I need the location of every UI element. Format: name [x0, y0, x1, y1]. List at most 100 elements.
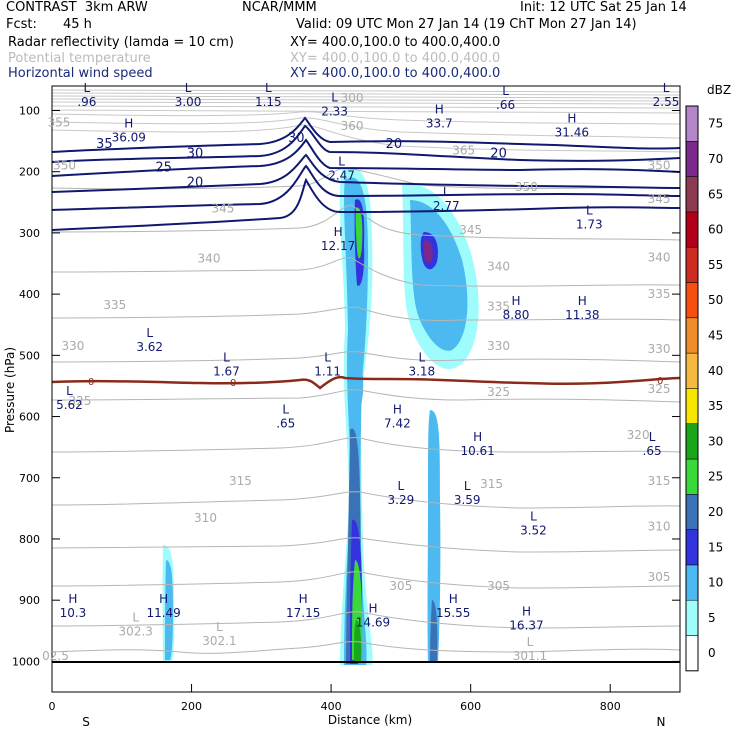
- high-low-marker: H: [435, 103, 444, 117]
- colorbar-swatch: [685, 423, 699, 460]
- theta-label: 315: [648, 474, 671, 488]
- theta-label: 300: [341, 91, 364, 105]
- wind-labels: 35 30 25 20 30 20 20: [96, 131, 507, 191]
- colorbar-label: 25: [708, 470, 723, 484]
- field-xy-wind: XY= 400.0,100.0 to 400.0,400.0: [290, 66, 501, 81]
- colorbar-swatch: [685, 388, 699, 424]
- wind-contour-label: 30: [288, 131, 305, 146]
- x-tick-label: 600: [460, 700, 481, 713]
- theta-label: 330: [648, 342, 671, 356]
- high-low-value: 5.62: [56, 398, 83, 412]
- high-low-value: 1.73: [576, 218, 603, 232]
- high-low-value: 2.47: [328, 169, 355, 183]
- theta-label: 340: [648, 250, 671, 264]
- wind-contour-label: 25: [155, 160, 172, 175]
- high-low-value: 1.67: [213, 364, 240, 378]
- colorbar-swatch: [685, 635, 699, 672]
- wind-contour-label: 30: [187, 146, 204, 161]
- wind-speed-contours: [52, 116, 680, 231]
- high-low-value: 11.49: [146, 606, 180, 620]
- high-low-value: 36.09: [112, 131, 146, 145]
- colorbar-swatch: [685, 529, 699, 566]
- colorbar-swatch: [685, 458, 699, 495]
- high-low-marker: L: [502, 84, 509, 98]
- theta-label: 325: [487, 385, 510, 399]
- axes: 0 200 400 600 800100200300400500600700800900…: [12, 104, 680, 713]
- high-low-marker: H: [334, 225, 343, 239]
- high-low-value: 1.15: [255, 95, 282, 109]
- theta-label: 365: [452, 143, 475, 157]
- x-tick-label: 0: [49, 700, 56, 713]
- theta-label: 335: [487, 299, 510, 313]
- theta-label: 350: [648, 159, 671, 173]
- high-low-marker: L: [663, 81, 670, 95]
- high-low-marker: H: [368, 601, 377, 615]
- theta-label: 315: [229, 474, 252, 488]
- theta-label: 345: [648, 192, 671, 206]
- theta-label: 305: [487, 579, 510, 593]
- theta-label: 310: [194, 511, 217, 525]
- theta-label: 350: [515, 180, 538, 194]
- field-xy-theta: XY= 400.0,100.0 to 400.0,400.0: [290, 51, 501, 66]
- high-low-marker: L: [84, 81, 91, 95]
- y-tick-label: 700: [19, 472, 40, 485]
- high-low-marker: L: [265, 81, 272, 95]
- high-low-marker: L: [146, 326, 153, 340]
- high-low-marker: H: [522, 604, 531, 618]
- theta-label: 330: [487, 339, 510, 353]
- theta-label: 345: [459, 223, 482, 237]
- colorbar-label: 30: [708, 434, 723, 448]
- y-tick-label: 300: [19, 227, 40, 240]
- reflectivity-shading: [162, 167, 479, 666]
- y-tick-label: 900: [19, 594, 40, 607]
- y-tick-label: 400: [19, 288, 40, 301]
- freezing-label-mid: 0: [230, 378, 236, 389]
- high-low-value: 10.3: [60, 606, 87, 620]
- high-low-marker: L: [418, 350, 425, 364]
- colorbar-label: 5: [708, 611, 716, 625]
- colorbar-swatch: [685, 141, 699, 177]
- high-low-marker: L: [649, 430, 656, 444]
- upper-theta-band: [52, 89, 680, 153]
- wind-contour-label: 20: [386, 137, 403, 152]
- theta-label: 345: [212, 201, 235, 215]
- north-label: N: [657, 715, 666, 729]
- colorbar-swatch: [685, 176, 699, 213]
- high-low-marker: L: [282, 402, 289, 416]
- theta-label: 325: [68, 394, 91, 408]
- valid-time: Valid: 09 UTC Mon 27 Jan 14 (19 ChT Mon …: [296, 17, 637, 32]
- colorbar-swatch: [685, 564, 699, 601]
- y-axis-label: Pressure (hPa): [3, 347, 17, 433]
- high-low-marker: L: [338, 155, 345, 169]
- x-axis-label: Distance (km): [328, 713, 412, 727]
- theta-label: 320: [627, 428, 650, 442]
- theta-labels: 3553503453403353303253203153103053003603…: [48, 91, 671, 593]
- high-low-value: 302.3: [119, 625, 153, 639]
- wind-contour-label: 20: [187, 176, 204, 191]
- colorbar-label: 60: [708, 223, 723, 237]
- theta-label: 340: [487, 260, 510, 274]
- high-low-marker: L: [527, 635, 534, 649]
- theta-label: 355: [48, 116, 71, 130]
- high-low-marker: H: [578, 294, 587, 308]
- high-low-value: 2.33: [321, 104, 348, 118]
- theta-label: 325: [648, 382, 671, 396]
- colorbar-label: 20: [708, 505, 723, 519]
- high-low-value: 10.61: [460, 444, 494, 458]
- colorbar-label: 50: [708, 293, 723, 307]
- x-tick-label: 800: [600, 700, 621, 713]
- high-low-marker: L: [443, 185, 450, 199]
- high-low-marker: H: [512, 294, 521, 308]
- colorbar-label: 75: [708, 117, 723, 131]
- colorbar-swatch: [685, 494, 699, 530]
- colorbar-frame: [685, 105, 699, 672]
- high-low-value: 11.38: [565, 308, 599, 322]
- wind-contour-label: 35: [96, 137, 113, 152]
- high-low-value: 3.18: [408, 364, 435, 378]
- theta-label: 330: [61, 339, 84, 353]
- high-low-marker: H: [449, 592, 458, 606]
- y-tick-label: 800: [19, 533, 40, 546]
- theta-label: 305: [648, 570, 671, 584]
- high-low-marker: L: [464, 479, 471, 493]
